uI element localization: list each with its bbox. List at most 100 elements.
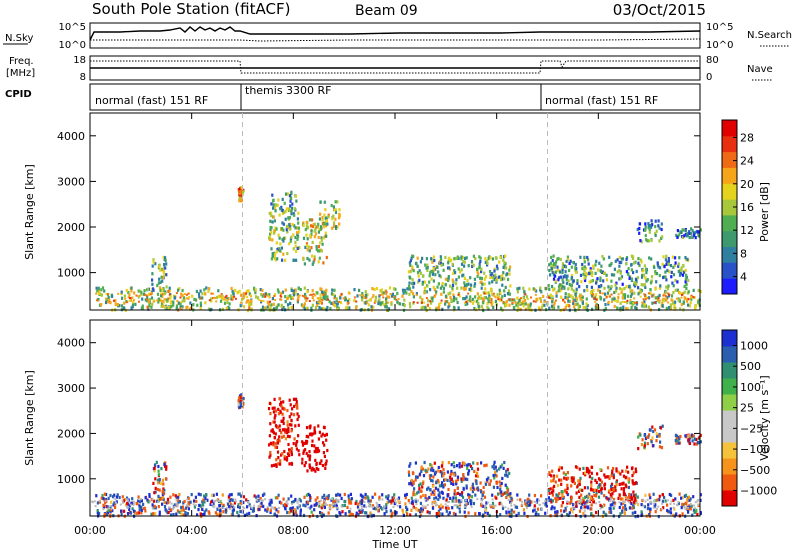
power-echo-cell [509, 284, 512, 288]
power-echo-cell [408, 275, 411, 279]
velocity-echo-cell [611, 492, 614, 496]
power-echo-cell [426, 303, 429, 307]
velocity-echo-cell [509, 500, 512, 504]
power-ground-cell [243, 294, 246, 297]
velocity-ground-cell [661, 502, 664, 505]
power-echo-cell [473, 277, 476, 281]
power-echo-cell [289, 225, 292, 229]
velocity-echo-cell [468, 495, 471, 499]
velocity-echo-cell [197, 508, 200, 512]
power-echo-cell [162, 300, 165, 304]
velocity-echo-cell [544, 511, 547, 515]
velocity-echo-cell [449, 472, 452, 476]
power-echo-cell [630, 277, 634, 281]
velocity-echo-cell [500, 493, 503, 498]
power-echo-cell [472, 263, 475, 267]
velocity-echo-cell [481, 504, 484, 508]
power-ground-cell [629, 298, 632, 301]
velocity-echo-cell [408, 482, 411, 486]
velocity-echo-cell [432, 468, 435, 473]
velocity-echo-cell [482, 485, 485, 489]
power-echo-cell [632, 255, 635, 259]
power-echo-cell [304, 295, 308, 299]
power-echo-cell [643, 300, 646, 304]
velocity-echo-cell [336, 492, 340, 496]
power-echo-cell [630, 292, 633, 296]
power-echo-cell [334, 210, 338, 214]
power-echo-cell [382, 291, 385, 295]
velocity-echo-cell [612, 473, 615, 477]
velocity-echo-cell [545, 498, 548, 502]
velocity-echo-cell [491, 465, 494, 469]
velocity-echo-cell [161, 502, 164, 506]
power-echo-cell [641, 275, 644, 279]
velocity-echo-cell [687, 510, 690, 514]
velocity-echo-cell [412, 505, 415, 509]
power-echo-cell [310, 224, 313, 228]
velocity-echo-cell [255, 495, 258, 499]
power-echo-cell [460, 255, 463, 259]
power-echo-cell [274, 206, 277, 210]
velocity-ground-cell [234, 498, 237, 501]
power-echo-cell [468, 298, 471, 302]
power-ground-cell [644, 297, 647, 300]
power-echo-cell [385, 297, 388, 301]
velocity-ground-cell [504, 506, 507, 509]
power-echo-cell [489, 275, 492, 279]
power-echo-cell [165, 306, 168, 310]
velocity-echo-cell [630, 493, 633, 497]
power-echo-cell [616, 270, 619, 274]
power-echo-cell [282, 305, 285, 310]
velocity-echo-cell [155, 499, 158, 503]
power-echo-cell [603, 298, 606, 302]
power-echo-cell [672, 284, 675, 288]
velocity-echo-cell [508, 510, 511, 514]
velocity-echo-cell [357, 512, 360, 516]
power-echo-cell [603, 271, 606, 275]
velocity-echo-cell [592, 497, 595, 502]
power-ground-cell [311, 293, 313, 296]
velocity-echo-cell [674, 497, 677, 501]
velocity-ground-cell [414, 498, 417, 501]
power-echo-cell [173, 296, 177, 300]
power-echo-cell [601, 254, 604, 259]
velocity-ground-cell [328, 506, 331, 509]
power-echo-cell [97, 286, 100, 290]
velocity-echo-cell [624, 507, 627, 511]
power-echo-cell [419, 260, 422, 264]
velocity-echo-cell [314, 469, 317, 473]
power-echo-cell [555, 291, 558, 295]
power-echo-cell [423, 280, 426, 284]
velocity-echo-cell [623, 511, 626, 515]
power-echo-cell [239, 304, 242, 308]
power-echo-cell [429, 301, 433, 305]
velocity-ground-cell [687, 506, 689, 509]
power-echo-cell [408, 284, 411, 288]
velocity-echo-cell [158, 510, 161, 514]
power-echo-cell [664, 270, 667, 274]
velocity-echo-cell [597, 486, 600, 490]
velocity-echo-cell [566, 492, 569, 497]
velocity-echo-cell [454, 492, 457, 496]
velocity-ground-cell [218, 500, 221, 503]
power-echo-cell [564, 295, 567, 300]
power-echo-cell [681, 228, 684, 232]
power-echo-cell [567, 279, 570, 283]
velocity-echo-cell [668, 510, 671, 514]
power-echo-cell [504, 262, 507, 266]
power-echo-cell [666, 296, 669, 300]
velocity-echo-cell [201, 507, 204, 511]
power-echo-cell [551, 307, 554, 311]
power-echo-cell [295, 258, 298, 262]
velocity-ground-cell [513, 503, 516, 506]
velocity-echo-cell [320, 513, 323, 517]
power-echo-cell [589, 267, 592, 271]
power-echo-cell [524, 299, 527, 303]
power-echo-cell [441, 281, 444, 286]
power-echo-cell [418, 278, 421, 282]
power-echo-cell [424, 263, 427, 267]
velocity-echo-cell [299, 499, 302, 503]
power-echo-cell [668, 306, 671, 310]
power-echo-cell [500, 306, 503, 310]
power-echo-cell [294, 244, 297, 248]
